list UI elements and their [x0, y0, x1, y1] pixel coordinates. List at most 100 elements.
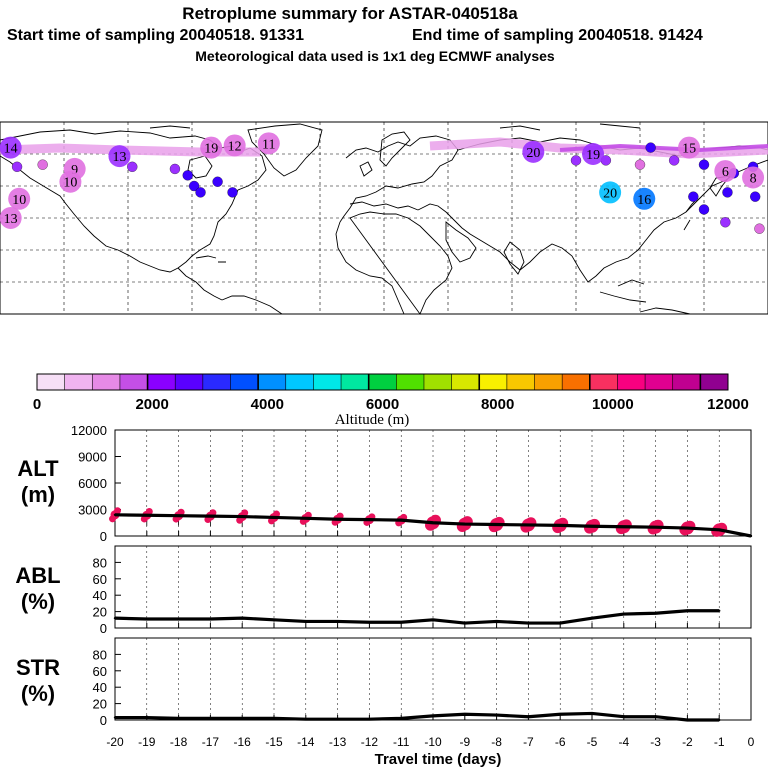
plume-label-bubble	[8, 187, 31, 210]
colorbar-swatch	[285, 374, 314, 390]
series-line-str	[115, 711, 720, 722]
panel-ylabel-unit: (%)	[21, 681, 55, 706]
series-point-abl	[559, 621, 562, 625]
plume-dot	[634, 159, 646, 170]
plume-label-bubble	[633, 187, 656, 210]
colorbar-swatch	[451, 374, 480, 390]
plume-label-text: 15	[682, 142, 696, 157]
coastline-india	[503, 241, 525, 275]
coastline-arabia	[445, 221, 477, 263]
series-point-str	[177, 717, 180, 720]
alt-cluster-marker	[620, 519, 632, 531]
coastline-south-america	[221, 295, 283, 315]
x-tick-label: -19	[138, 735, 156, 749]
x-tick-label: -15	[265, 735, 283, 749]
colorbar-swatch	[562, 374, 591, 390]
coastline-caribbean	[195, 255, 226, 263]
series-point-alt	[559, 524, 562, 527]
plume-label-bubble	[582, 143, 605, 165]
x-tick-label: -9	[459, 735, 470, 749]
x-axis-label: Travel time (days)	[375, 751, 502, 768]
colorbar-swatch	[202, 374, 231, 390]
y-tick-label: 0	[100, 621, 107, 636]
alt-cluster-marker	[209, 509, 217, 517]
series-point-str	[145, 716, 148, 719]
series-point-abl	[113, 616, 117, 620]
y-tick-label: 80	[93, 647, 107, 662]
plume-label-text: 8	[750, 171, 757, 186]
coastline-scandinavia	[379, 131, 411, 167]
end-time-label: End time of sampling 20040518. 91424	[412, 27, 703, 44]
series-point-str	[241, 717, 244, 720]
series-point-str	[431, 714, 435, 718]
x-tick-label: -18	[170, 735, 188, 749]
series-point-alt	[527, 523, 530, 527]
series-point-abl	[622, 612, 625, 616]
y-tick-label: 20	[93, 697, 107, 712]
colorbar-swatch	[64, 374, 93, 390]
met-data-label: Meteorological data used is 1x1 deg ECMW…	[195, 48, 555, 64]
series-point-alt	[749, 534, 753, 538]
x-tick-label: -2	[682, 735, 693, 749]
plume-label-bubble	[223, 134, 246, 157]
series-point-alt	[686, 526, 689, 530]
series-point-abl	[241, 616, 244, 620]
colorbar-swatch	[147, 374, 176, 390]
series-point-str	[400, 717, 403, 720]
x-tick-label: -10	[424, 735, 442, 749]
colorbar-swatch	[119, 374, 149, 390]
y-tick-label: 0	[100, 713, 107, 728]
time-series-panels: 030006000900012000ALT(m)020406080ABL(%)0…	[15, 423, 754, 768]
colorbar-swatch	[534, 374, 563, 390]
y-tick-label: 12000	[71, 423, 107, 438]
colorbar-swatch	[37, 374, 66, 390]
panel-ylabel-unit: (m)	[21, 482, 55, 507]
plume-label-bubble	[200, 136, 223, 159]
plume-label-text: 19	[204, 142, 218, 157]
series-point-abl	[400, 621, 403, 624]
series-point-abl	[177, 617, 180, 621]
x-tick-label: 0	[748, 735, 755, 749]
series-line-abl	[114, 609, 720, 625]
series-point-abl	[463, 621, 466, 625]
series-point-alt	[400, 518, 403, 522]
series-point-str	[272, 717, 276, 720]
plume-dot	[688, 191, 699, 202]
start-time-label: Start time of sampling 20040518. 91331	[7, 27, 304, 44]
panel-ylabel-name: ALT	[17, 456, 59, 481]
plume-dot	[182, 170, 193, 181]
x-tick-label: -20	[106, 735, 124, 749]
y-tick-label: 6000	[78, 476, 107, 491]
world-map: 14 13 9 19 12 11 20 19 15 6 8 10 10 13 16 20	[0, 121, 768, 315]
plume-dot	[698, 204, 710, 215]
plume-label-text: 16	[637, 193, 651, 208]
plume-dot	[169, 163, 181, 175]
series-point-abl	[654, 612, 657, 615]
coastlines	[0, 123, 768, 315]
y-tick-label: 40	[93, 588, 107, 603]
plume-label-bubble	[59, 170, 82, 193]
x-tick-label: -17	[202, 735, 220, 749]
series-point-str	[559, 713, 562, 716]
plume-dot	[188, 180, 200, 192]
map-plume-labels: 14 13 9 19 12 11 20 19 15 6 8 10 10 13 16 20	[0, 132, 765, 229]
series-point-alt	[431, 521, 435, 524]
plume-label-text: 10	[63, 176, 77, 191]
y-tick-label: 60	[93, 664, 107, 679]
series-point-str	[495, 713, 498, 717]
colorbar-swatch	[341, 374, 370, 390]
coastline-australia	[639, 307, 691, 315]
plume-dot	[722, 187, 733, 198]
alt-cluster-marker	[684, 520, 696, 532]
series-point-alt	[590, 525, 594, 528]
coastline-mediterranean	[349, 201, 419, 211]
colorbar-tick-label: 6000	[366, 396, 399, 413]
x-tick-label: -14	[297, 735, 315, 749]
colorbar-tick-label: 2000	[135, 396, 168, 413]
plume-label-text: 13	[112, 150, 126, 165]
x-tick-label: -7	[523, 735, 534, 749]
x-tick-label: -3	[650, 735, 661, 749]
alt-cluster-marker	[589, 518, 600, 530]
plume-dot	[720, 217, 731, 228]
x-tick-label: -4	[618, 735, 629, 749]
